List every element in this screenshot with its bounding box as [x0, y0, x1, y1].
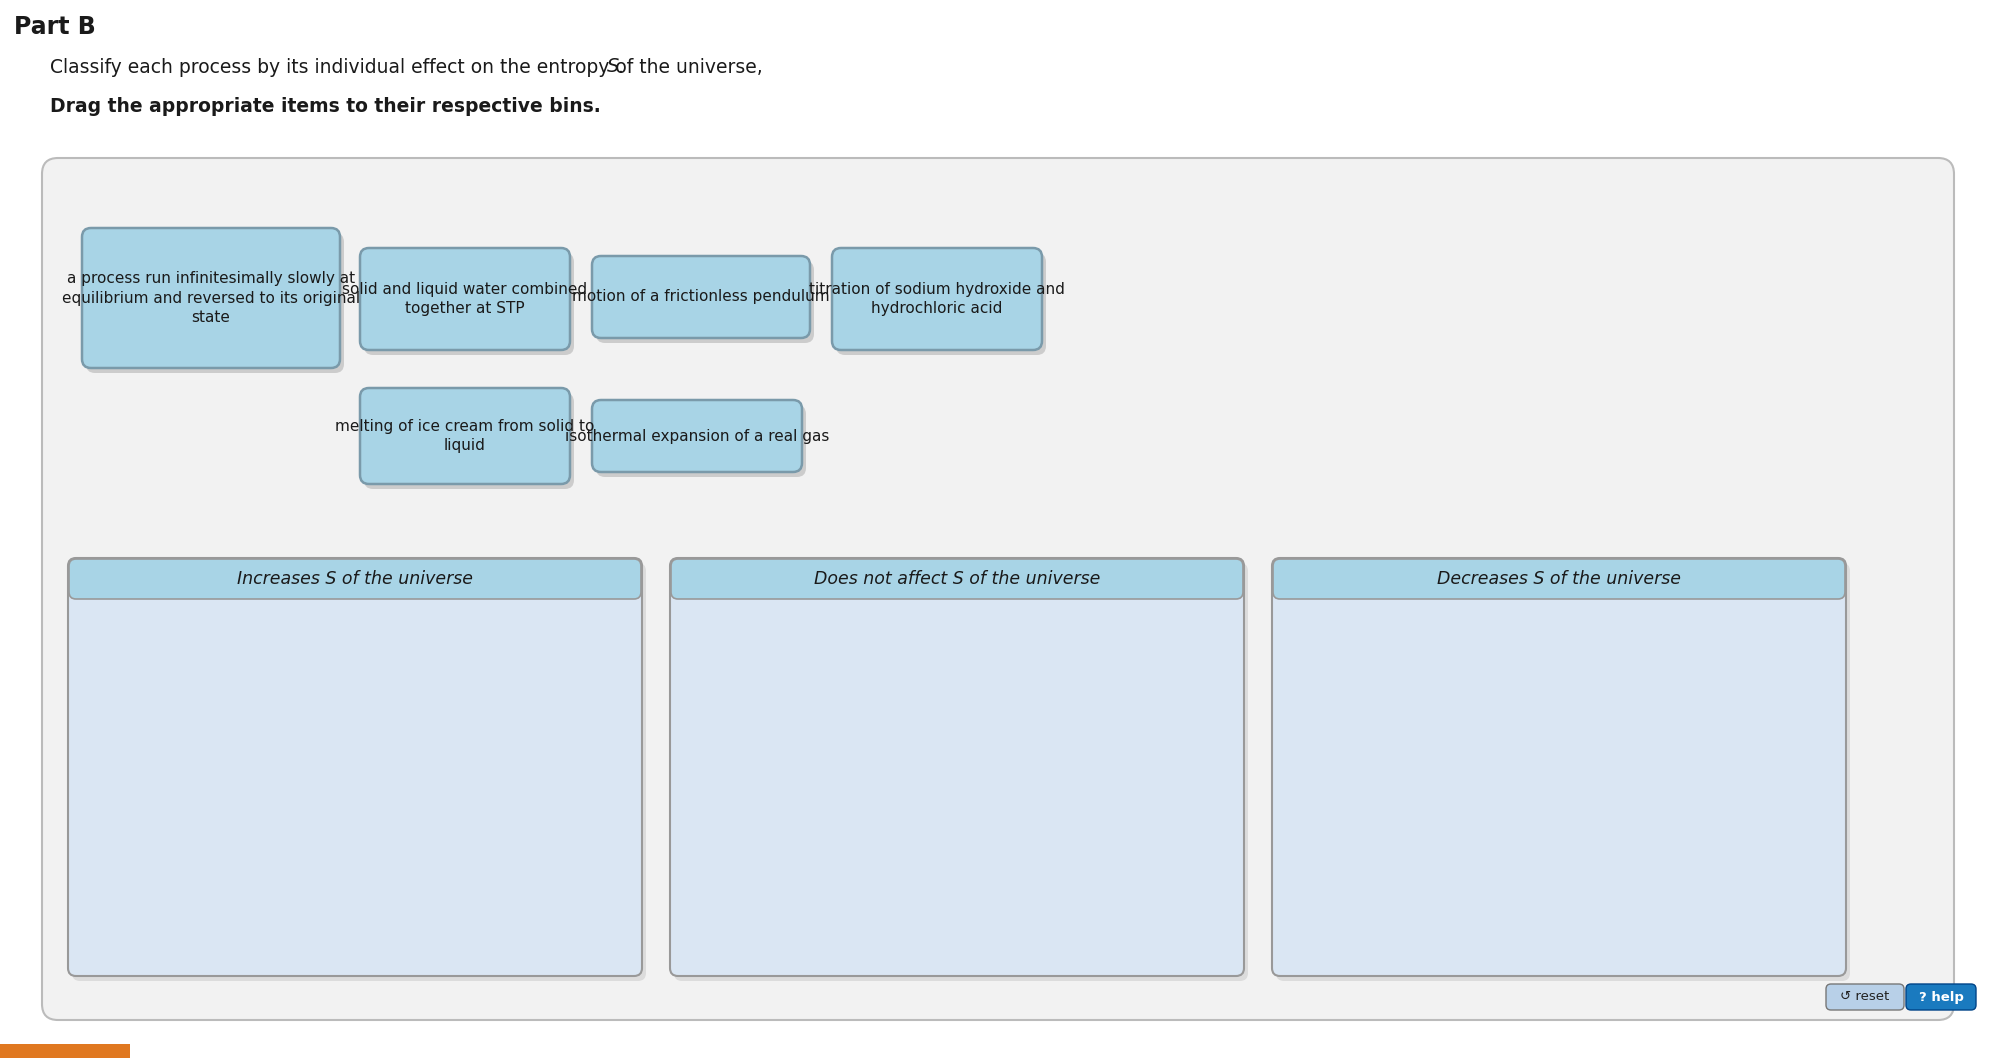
Text: Drag the appropriate items to their respective bins.: Drag the appropriate items to their resp… [50, 97, 600, 116]
FancyBboxPatch shape [361, 248, 570, 350]
Text: ↺ reset: ↺ reset [1840, 990, 1890, 1003]
Text: titration of sodium hydroxide and
hydrochloric acid: titration of sodium hydroxide and hydroc… [810, 281, 1065, 316]
Text: .: . [618, 58, 624, 77]
Text: Decreases S of the universe: Decreases S of the universe [1438, 570, 1681, 588]
FancyBboxPatch shape [1272, 558, 1846, 975]
Text: melting of ice cream from solid to
liquid: melting of ice cream from solid to liqui… [335, 419, 594, 453]
Text: isothermal expansion of a real gas: isothermal expansion of a real gas [564, 428, 830, 443]
FancyBboxPatch shape [70, 559, 640, 599]
FancyBboxPatch shape [42, 158, 1954, 1020]
FancyBboxPatch shape [672, 559, 1242, 599]
Text: solid and liquid water combined
together at STP: solid and liquid water combined together… [343, 281, 588, 316]
FancyBboxPatch shape [1276, 563, 1850, 981]
FancyBboxPatch shape [1272, 559, 1844, 599]
Text: ? help: ? help [1918, 990, 1964, 1003]
FancyBboxPatch shape [86, 233, 345, 373]
Text: Part B: Part B [14, 15, 96, 39]
Bar [0, 1044, 130, 1058]
FancyBboxPatch shape [592, 256, 810, 338]
FancyBboxPatch shape [365, 393, 574, 489]
FancyBboxPatch shape [72, 563, 646, 981]
FancyBboxPatch shape [1906, 984, 1976, 1010]
FancyBboxPatch shape [1827, 984, 1904, 1010]
FancyBboxPatch shape [674, 563, 1248, 981]
Text: Does not affect S of the universe: Does not affect S of the universe [814, 570, 1101, 588]
Text: S: S [606, 57, 620, 76]
Text: Increases S of the universe: Increases S of the universe [237, 570, 473, 588]
FancyBboxPatch shape [596, 405, 806, 477]
Text: Classify each process by its individual effect on the entropy of the universe,: Classify each process by its individual … [50, 58, 770, 77]
FancyBboxPatch shape [596, 261, 814, 343]
Text: motion of a frictionless pendulum: motion of a frictionless pendulum [572, 290, 830, 305]
FancyBboxPatch shape [670, 558, 1244, 975]
FancyBboxPatch shape [361, 388, 570, 484]
FancyBboxPatch shape [82, 229, 341, 368]
FancyBboxPatch shape [831, 248, 1043, 350]
FancyBboxPatch shape [365, 253, 574, 355]
FancyBboxPatch shape [68, 558, 642, 975]
FancyBboxPatch shape [592, 400, 802, 472]
FancyBboxPatch shape [835, 253, 1047, 355]
Text: a process run infinitesimally slowly at
equilibrium and reversed to its original: a process run infinitesimally slowly at … [62, 271, 361, 325]
